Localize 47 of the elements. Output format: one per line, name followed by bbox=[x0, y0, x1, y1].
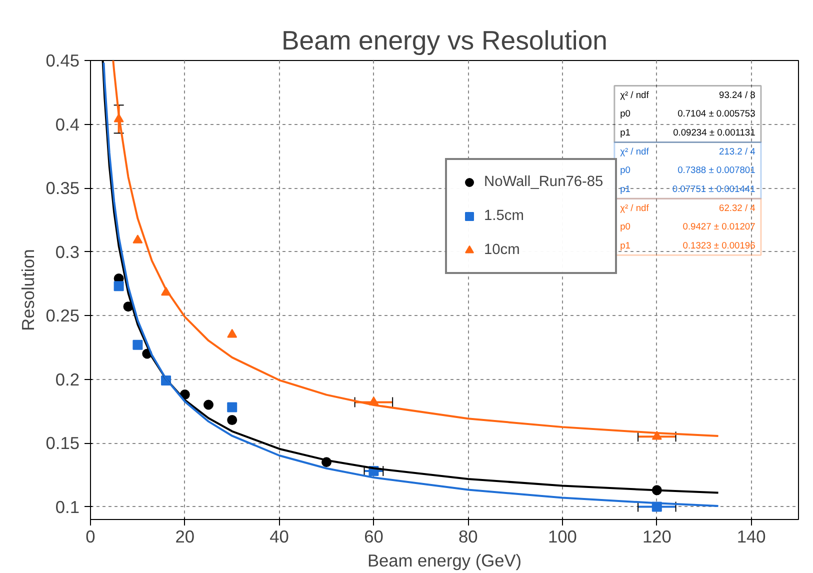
x-tick-label: 100 bbox=[548, 526, 577, 546]
annotation: χ² / ndf bbox=[620, 146, 650, 156]
point bbox=[204, 400, 214, 410]
annotation: p0 bbox=[620, 165, 630, 176]
annotation: 0.7388 ± 0.007801 bbox=[678, 165, 756, 176]
annotation: χ² / ndf bbox=[620, 90, 650, 100]
annotation: 0.09234 ± 0.001131 bbox=[673, 127, 756, 138]
legend-label: NoWall_Run76-85 bbox=[484, 174, 604, 190]
x-tick-label: 20 bbox=[175, 526, 195, 546]
annotation: 0.1323 ± 0.00196 bbox=[682, 240, 756, 250]
x-tick-label: 140 bbox=[736, 526, 766, 546]
point bbox=[227, 328, 238, 338]
y-tick-label: 0.15 bbox=[46, 433, 80, 453]
annotation: p0 bbox=[620, 108, 630, 119]
y-tick-label: 0.4 bbox=[55, 114, 80, 134]
y-tick-label: 0.25 bbox=[46, 306, 80, 326]
y-tick-label: 0.1 bbox=[55, 496, 80, 517]
annotation: p0 bbox=[620, 222, 630, 232]
y-tick-label: 0.45 bbox=[46, 50, 80, 70]
point bbox=[114, 281, 124, 292]
annotation: 0.9427 ± 0.01207 bbox=[682, 222, 756, 232]
x-axis-title: Beam energy (GeV) bbox=[367, 550, 522, 570]
annotation: 62.32 / 4 bbox=[719, 202, 756, 213]
annotation: χ² / ndf bbox=[620, 202, 650, 213]
annotation: 93.24 / 8 bbox=[719, 90, 756, 100]
chart-title: Beam energy vs Resolution bbox=[282, 26, 608, 56]
point bbox=[132, 234, 143, 244]
x-tick-label: 60 bbox=[364, 526, 384, 546]
x-tick-label: 40 bbox=[270, 526, 289, 546]
y-tick-label: 0.35 bbox=[46, 178, 80, 198]
annotation: p1 bbox=[620, 184, 630, 194]
point bbox=[227, 415, 238, 426]
annotation: p1 bbox=[620, 240, 630, 250]
legend-label: 1.5cm bbox=[484, 208, 524, 224]
annotation: 0.07751 ± 0.001441 bbox=[672, 184, 756, 194]
y-tick-label: 0.3 bbox=[55, 242, 80, 262]
point bbox=[227, 402, 238, 412]
annotation: 0.7104 ± 0.005753 bbox=[678, 108, 756, 119]
annotation: p1 bbox=[620, 127, 630, 138]
x-tick-label: 120 bbox=[642, 526, 672, 546]
legend-label: 10cm bbox=[484, 242, 520, 258]
x-tick-label: 80 bbox=[458, 526, 478, 546]
y-axis-title: Resolution bbox=[18, 249, 38, 331]
point bbox=[132, 340, 143, 350]
annotation: 213.2 / 4 bbox=[719, 146, 756, 156]
y-tick-label: 0.2 bbox=[55, 369, 80, 390]
x-tick-label: 0 bbox=[86, 526, 96, 546]
